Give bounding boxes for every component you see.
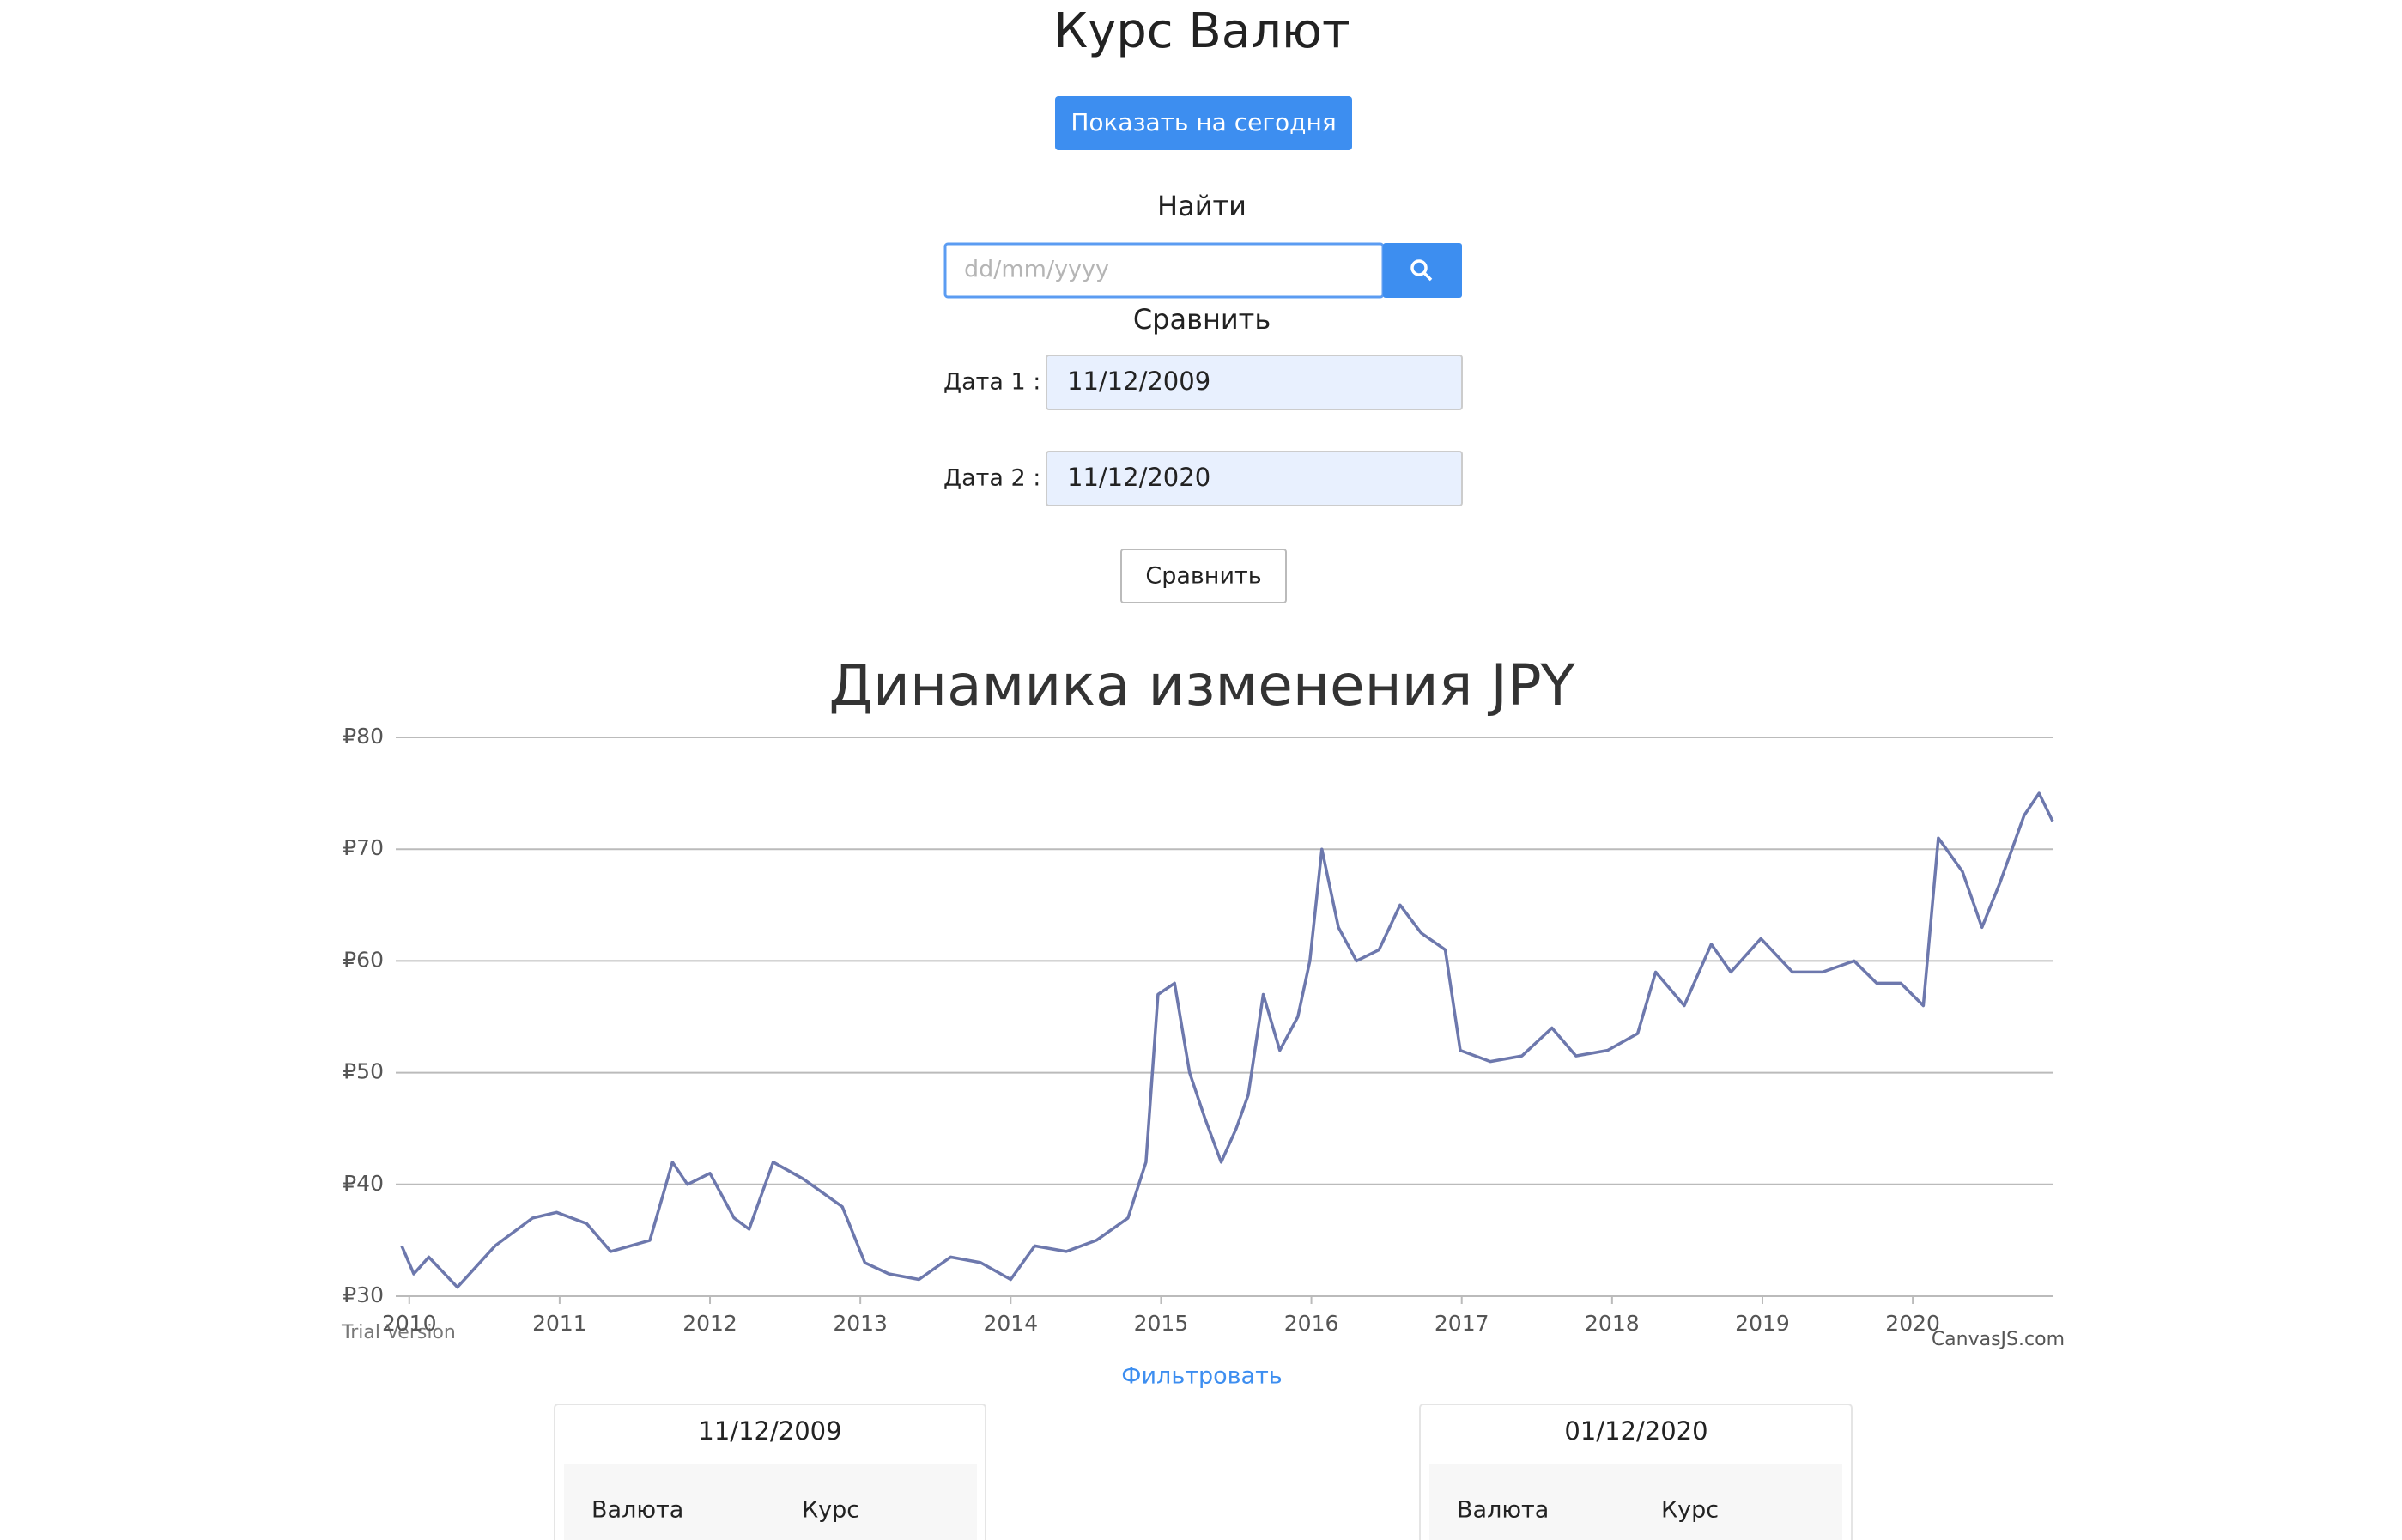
column-header: Курс (802, 1497, 859, 1524)
x-tick-label: 2011 (532, 1311, 587, 1336)
x-tick-label: 2018 (1585, 1311, 1640, 1336)
y-tick-label: ₽70 (343, 835, 384, 860)
card-table-head (564, 1464, 977, 1540)
column-header: Валюта (1457, 1497, 1549, 1524)
date1-label: Дата 1 : (943, 369, 1040, 396)
date1-input[interactable] (1046, 355, 1463, 410)
x-tick-label: 2010 (382, 1311, 437, 1336)
search-placeholder: dd/mm/yyyy (964, 257, 1109, 283)
date2-value: 11/12/2020 (1067, 463, 1210, 492)
x-tick-label: 2016 (1284, 1311, 1339, 1336)
x-tick-label: 2012 (682, 1311, 737, 1336)
x-tick-label: 2015 (1134, 1311, 1189, 1336)
date1-value: 11/12/2009 (1067, 367, 1210, 396)
date2-label: Дата 2 : (943, 465, 1040, 492)
card-date: 11/12/2009 (698, 1416, 841, 1446)
x-tick-label: 2020 (1885, 1311, 1940, 1336)
card-table-head (1429, 1464, 1842, 1540)
search-label: Найти (1157, 190, 1246, 222)
x-tick-label: 2013 (833, 1311, 888, 1336)
today-button[interactable] (1055, 96, 1352, 150)
data-line (400, 791, 2054, 1289)
column-header: Валюта (591, 1497, 683, 1524)
y-tick-label: ₽60 (343, 947, 384, 972)
y-tick-label: ₽40 (343, 1171, 384, 1196)
x-tick-label: 2014 (983, 1311, 1038, 1336)
search-button[interactable] (1383, 243, 1462, 298)
page-title: Курс Валют (1053, 3, 1350, 59)
compare-button-label: Сравнить (1145, 563, 1261, 590)
x-tick-label: 2017 (1435, 1311, 1489, 1336)
filter-link[interactable]: Фильтровать (1121, 1363, 1282, 1390)
y-tick-label: ₽80 (343, 724, 384, 749)
x-tick-label: 2019 (1735, 1311, 1790, 1336)
today-button-label: Показать на сегодня (1071, 108, 1336, 136)
compare-label: Сравнить (1133, 303, 1271, 336)
y-tick-label: ₽50 (343, 1059, 384, 1084)
watermark: Trial Version (341, 1322, 456, 1343)
card-date: 01/12/2020 (1564, 1416, 1707, 1446)
y-tick-label: ₽30 (343, 1282, 384, 1307)
watermark: CanvasJS.com (1932, 1329, 2065, 1350)
column-header: Курс (1661, 1497, 1719, 1524)
compare-button[interactable] (1120, 549, 1287, 603)
chart-title: Динамика изменения JPY (828, 652, 1575, 718)
search-icon (1410, 259, 1433, 282)
date2-input[interactable] (1046, 451, 1463, 506)
